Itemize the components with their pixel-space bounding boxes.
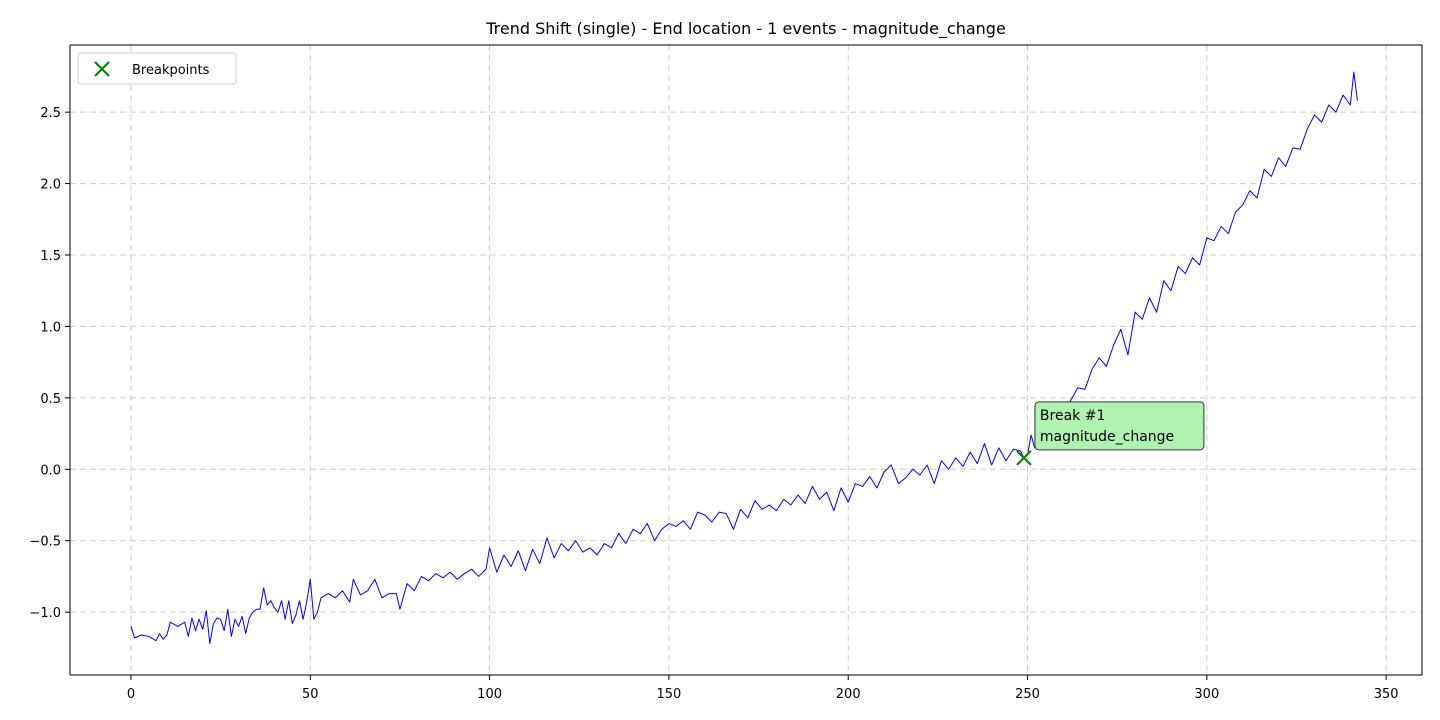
y-tick-label: 1.5 — [40, 249, 61, 264]
x-tick-label: 300 — [1194, 687, 1219, 702]
series-layer — [130, 71, 1358, 645]
x-tick-label: 100 — [477, 687, 502, 702]
breakpoint-marker — [1016, 450, 1032, 466]
y-tick-label: 0.5 — [40, 392, 61, 407]
x-tick-label: 350 — [1374, 687, 1399, 702]
x-tick-label: 50 — [302, 687, 319, 702]
y-tick-label: 2.0 — [40, 178, 61, 193]
grid-lines — [70, 45, 1422, 675]
annotation-box — [1034, 401, 1205, 451]
y-tick-label: −1.0 — [29, 606, 61, 621]
y-tick-label: 2.5 — [40, 106, 61, 121]
x-tick-label: 150 — [656, 687, 681, 702]
plot-frame — [69, 44, 1423, 676]
y-tick-label: 0.0 — [40, 463, 61, 478]
legend-label-breakpoints: Breakpoints — [132, 63, 210, 78]
y-axis-ticks: −1.0 −0.5 0.0 0.5 1.0 1.5 2.0 2.5 — [29, 106, 70, 621]
annotation-text: Break #1 magnitude_change — [1040, 408, 1174, 445]
x-tick-label: 250 — [1015, 687, 1040, 702]
series-line — [130, 71, 1358, 645]
y-tick-label: 1.0 — [40, 320, 61, 335]
y-tick-label: −0.5 — [29, 535, 61, 550]
x-axis-ticks: 0 50 100 150 200 250 300 350 — [127, 675, 1399, 702]
legend-marker-x-icon — [94, 61, 110, 77]
breakpoint-layer: Break #1 magnitude_change — [1016, 401, 1205, 466]
legend: Breakpoints — [77, 52, 237, 85]
chart-title: Trend Shift (single) - End location - 1 … — [485, 19, 1006, 39]
x-tick-label: 200 — [836, 687, 861, 702]
x-tick-label: 0 — [127, 687, 135, 702]
legend-box — [77, 52, 237, 85]
breakpoint-annotation: Break #1 magnitude_change — [1034, 401, 1205, 451]
